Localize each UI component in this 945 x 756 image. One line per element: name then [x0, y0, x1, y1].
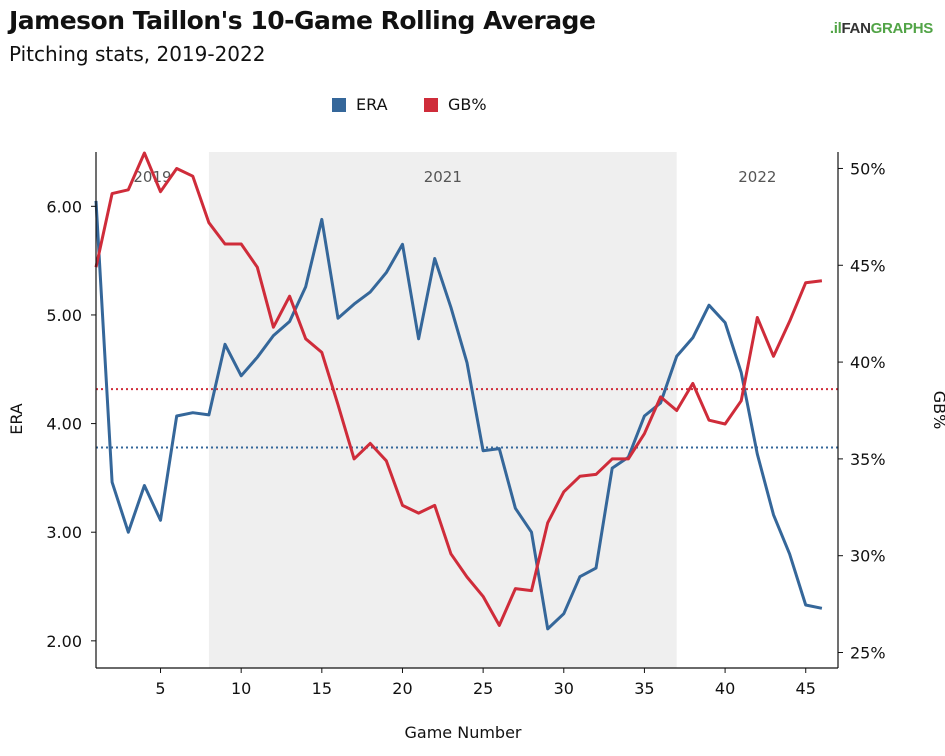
- legend-label-era: ERA: [356, 95, 388, 114]
- y-tick-label-left: 2.00: [46, 632, 82, 651]
- y-tick-label-right: 40%: [850, 353, 886, 372]
- x-tick-label: 40: [715, 679, 735, 698]
- y-tick-label-left: 4.00: [46, 415, 82, 434]
- logo-fan-text: FAN: [841, 20, 871, 37]
- y-tick-label-left: 5.00: [46, 306, 82, 325]
- series-line-gb: [94, 151, 823, 627]
- legend-label-gb: GB%: [448, 95, 487, 114]
- series-lines: [94, 151, 823, 631]
- era-label-2019: 2019: [133, 168, 171, 186]
- axes: 5 10 15 20 25 30 35 40 45 2.00 3.00 4.00 5.00 6.00 25%…: [46, 152, 886, 698]
- chart-legend: ERA GB%: [0, 95, 945, 119]
- x-tick-label: 35: [634, 679, 654, 698]
- era-label-2021: 2021: [424, 168, 462, 186]
- series-line-era: [94, 200, 823, 631]
- legend-swatch-gb: [424, 97, 438, 112]
- y-tick-label-right: 45%: [850, 256, 886, 275]
- logo-mark: .il: [829, 20, 842, 37]
- legend-item-era: ERA: [332, 95, 388, 114]
- y-axis-title-right: GB%: [930, 391, 945, 430]
- era-label-2022: 2022: [738, 168, 776, 186]
- legend-swatch-era: [332, 97, 346, 112]
- x-tick-label: 20: [392, 679, 412, 698]
- x-tick-label: 5: [155, 679, 165, 698]
- chart-title: Jameson Taillon's 10-Game Rolling Averag…: [9, 6, 596, 35]
- fangraphs-logo: .ilFANGRAPHS: [830, 20, 933, 37]
- x-tick-label: 45: [796, 679, 816, 698]
- y-axis-title-left: ERA: [7, 403, 26, 435]
- x-tick-label: 30: [554, 679, 574, 698]
- y-tick-label-right: 50%: [850, 159, 886, 178]
- x-tick-label: 10: [231, 679, 251, 698]
- y-tick-label-right: 25%: [850, 644, 886, 663]
- era-labels: 2019 2021 2022: [133, 168, 776, 186]
- x-tick-label: 15: [312, 679, 332, 698]
- y-tick-label-left: 3.00: [46, 523, 82, 542]
- legend-item-gb: GB%: [424, 95, 487, 114]
- x-tick-label: 25: [473, 679, 493, 698]
- chart-subtitle: Pitching stats, 2019-2022: [9, 42, 266, 66]
- y-tick-label-right: 35%: [850, 450, 886, 469]
- era-shade-2021: [208, 152, 677, 668]
- reference-lines: [96, 388, 838, 449]
- x-axis-title: Game Number: [405, 723, 522, 742]
- y-tick-label-right: 30%: [850, 547, 886, 566]
- logo-graphs-text: GRAPHS: [870, 20, 934, 37]
- y-tick-label-left: 6.00: [46, 197, 82, 216]
